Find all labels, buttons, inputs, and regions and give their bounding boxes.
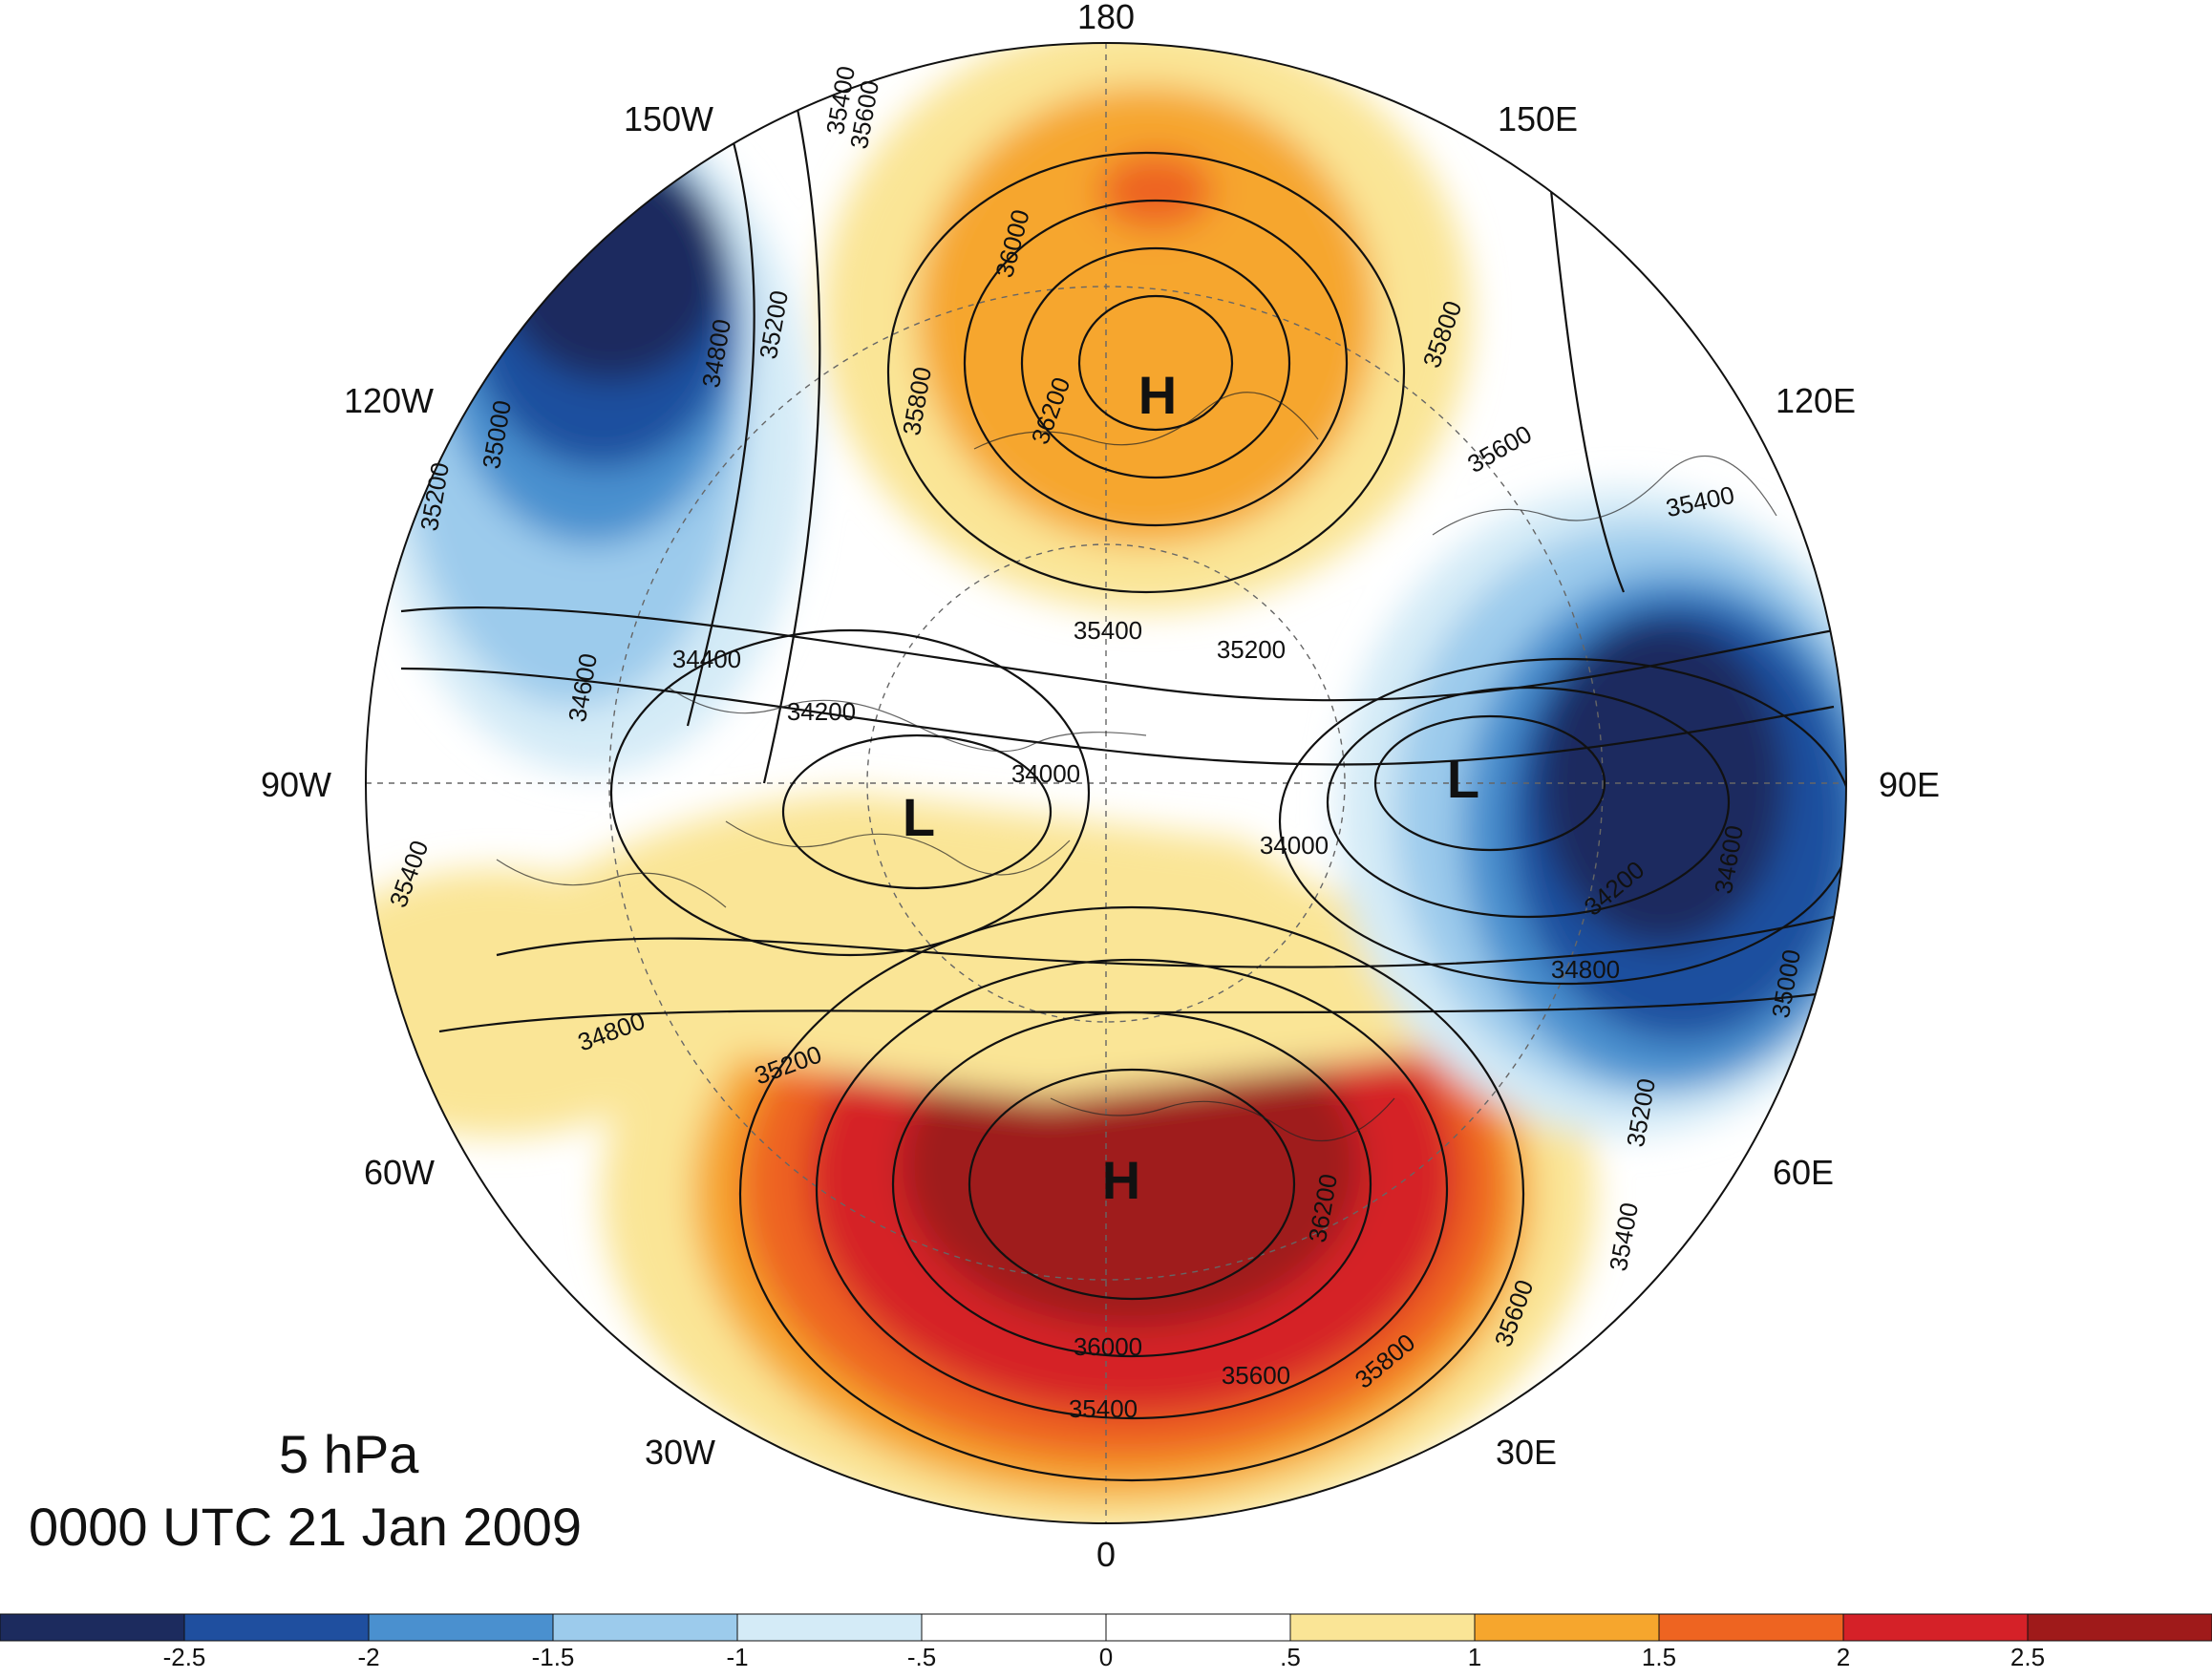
- pressure-center-label: H: [1138, 365, 1177, 425]
- longitude-label-90w: 90W: [260, 765, 332, 804]
- contour-value-label: 34200: [787, 697, 856, 726]
- contour-value-text: 34800: [1551, 955, 1620, 984]
- colorbar-tick-label: .5: [1280, 1643, 1301, 1671]
- colorbar-swatch: [921, 1613, 1107, 1642]
- longitude-label-30e: 30E: [1495, 1433, 1558, 1472]
- longitude-label-30w: 30W: [644, 1433, 716, 1472]
- valid-time-label: 0000 UTC 21 Jan 2009: [29, 1497, 583, 1557]
- map-boundary: [365, 42, 1847, 1524]
- contour-value-label: 34400: [672, 645, 741, 673]
- colorbar-tick-label: 1.5: [1641, 1643, 1677, 1671]
- coastlines: [496, 392, 1777, 1142]
- contour-value-label: 34800: [1551, 955, 1620, 984]
- colorbar-tick-label: -.5: [906, 1643, 937, 1671]
- contour-value-text: 35400: [1069, 1394, 1138, 1423]
- longitude-label-90e: 90E: [1878, 765, 1941, 804]
- longitude-label-120w: 120W: [343, 381, 435, 420]
- colorbar-swatch: [1289, 1613, 1476, 1642]
- contour-value-label: 35200: [1217, 635, 1286, 664]
- colorbar-tick-label: 0: [1098, 1643, 1114, 1671]
- colorbar-swatch: [0, 1613, 185, 1642]
- colorbar-swatch: [368, 1613, 554, 1642]
- contour-value-text: 34000: [1011, 759, 1080, 788]
- colorbar-swatch: [1658, 1613, 1844, 1642]
- contour-value-label: 36000: [1074, 1332, 1142, 1361]
- colorbar: [0, 1613, 2212, 1642]
- contour-value-text: 35400: [1074, 616, 1142, 645]
- colorbar-swatch: [736, 1613, 923, 1642]
- pressure-center-label: H: [1102, 1150, 1140, 1210]
- contour-value-label: 35600: [1222, 1361, 1290, 1390]
- contour-value-label: 35400: [1069, 1394, 1138, 1423]
- longitude-label-180: 180: [1076, 0, 1136, 36]
- graticule: [366, 43, 1846, 1523]
- colorbar-tick-label: 1: [1467, 1643, 1482, 1671]
- longitude-label-60w: 60W: [363, 1153, 436, 1192]
- contour-value-label: 35400: [1074, 616, 1142, 645]
- colorbar-swatch: [1842, 1613, 2029, 1642]
- colorbar-tick-label: -2.5: [162, 1643, 206, 1671]
- geopotential-height-contours: [400, 85, 1846, 1482]
- longitude-label-150e: 150E: [1497, 99, 1579, 138]
- contour-value-text: 34400: [672, 645, 741, 673]
- contour-value-text: 34000: [1260, 831, 1329, 860]
- colorbar-tick-label: -1: [726, 1643, 749, 1671]
- contour-value-label: 34000: [1011, 759, 1080, 788]
- colorbar-swatch: [1105, 1613, 1291, 1642]
- contour-value-text: 36000: [1074, 1332, 1142, 1361]
- longitude-label-0: 0: [1095, 1535, 1117, 1574]
- longitude-label-150w: 150W: [623, 99, 714, 138]
- contour-value-text: 35600: [1222, 1361, 1290, 1390]
- colorbar-swatch: [552, 1613, 738, 1642]
- colorbar-tick-label: -2: [357, 1643, 380, 1671]
- colorbar-swatch: [1474, 1613, 1660, 1642]
- colorbar-tick-label: 2.5: [2010, 1643, 2046, 1671]
- colorbar-swatch: [2027, 1613, 2212, 1642]
- colorbar-tick-label: -1.5: [531, 1643, 575, 1671]
- contour-value-label: 34000: [1260, 831, 1329, 860]
- pressure-center-label: L: [903, 787, 935, 847]
- longitude-label-120e: 120E: [1775, 381, 1857, 420]
- colorbar-tick-label: 2: [1836, 1643, 1851, 1671]
- pressure-level-label: 5 hPa: [279, 1424, 419, 1484]
- longitude-label-60e: 60E: [1772, 1153, 1835, 1192]
- contour-value-text: 34200: [787, 697, 856, 726]
- pressure-center-label: L: [1447, 749, 1479, 809]
- contour-value-text: 35200: [1217, 635, 1286, 664]
- colorbar-swatch: [183, 1613, 370, 1642]
